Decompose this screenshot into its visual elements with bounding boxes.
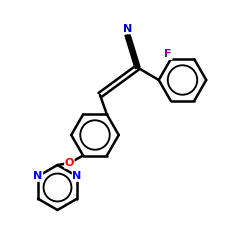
Text: O: O — [65, 158, 74, 168]
Text: F: F — [164, 50, 172, 59]
Text: N: N — [72, 171, 82, 181]
Text: N: N — [123, 24, 132, 34]
Text: N: N — [34, 171, 43, 181]
